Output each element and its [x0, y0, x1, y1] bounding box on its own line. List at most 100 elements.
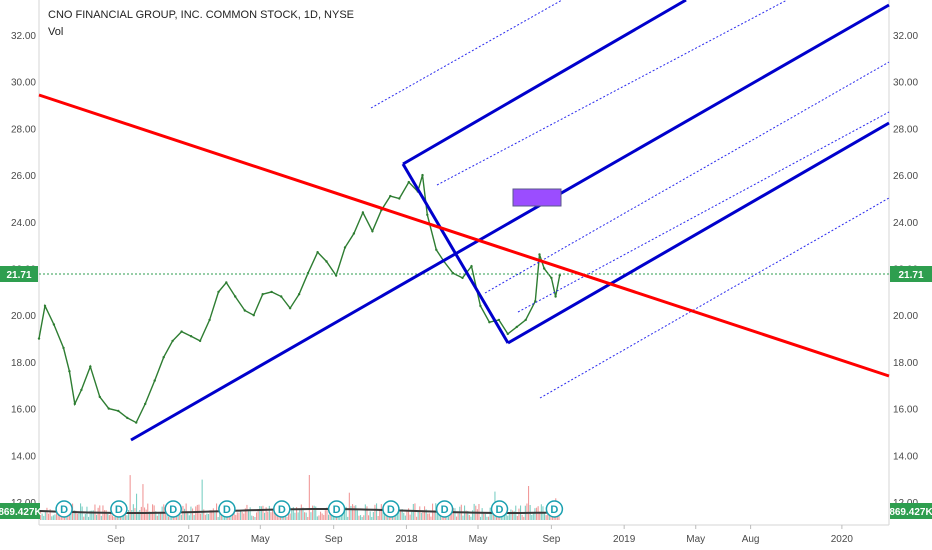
trend-line[interactable] — [38, 93, 890, 378]
volume-bar — [304, 512, 306, 520]
volume-bar — [417, 510, 419, 520]
dividend-marker[interactable] — [435, 500, 454, 518]
dividend-marker[interactable] — [218, 500, 236, 518]
volume-bar — [243, 513, 245, 520]
volume-bar — [364, 504, 366, 520]
volume-bar — [404, 515, 406, 520]
volume-bar — [376, 503, 378, 520]
volume-bar — [313, 505, 315, 520]
price-point — [80, 388, 83, 392]
volume-bar — [267, 511, 269, 520]
volume-bar — [497, 516, 499, 520]
price-point — [288, 307, 292, 310]
dividend-marker[interactable] — [110, 500, 128, 518]
pitchfork-median-line[interactable] — [130, 3, 890, 442]
volume-bar — [420, 512, 422, 520]
y-tick-label: 30.00 — [11, 78, 36, 89]
volume-bar — [401, 509, 403, 520]
highlight-rectangle[interactable] — [512, 188, 562, 207]
y-tick-label: 24.00 — [11, 218, 36, 229]
volume-bar — [361, 517, 363, 520]
volume-bar — [416, 516, 418, 520]
volume-bar — [88, 516, 90, 520]
volume-bar — [507, 515, 509, 520]
volume-bar — [289, 513, 291, 520]
dividend-marker[interactable] — [327, 500, 346, 518]
volume-bar — [291, 510, 293, 520]
volume-bar — [344, 506, 346, 520]
volume-bar — [449, 513, 451, 520]
volume-bar — [294, 512, 296, 520]
volume-bar — [246, 504, 248, 520]
volume-bar — [92, 510, 94, 520]
volume-bar — [480, 516, 482, 520]
volume-bar — [483, 513, 485, 520]
volume-bar — [292, 507, 294, 520]
pitchfork-upper-line[interactable] — [402, 0, 687, 166]
volume-bar — [236, 512, 238, 520]
price-point — [162, 356, 165, 359]
pitchfork-guide-line — [539, 197, 890, 399]
volume-bar — [164, 513, 166, 520]
price-point — [107, 407, 111, 410]
pitchfork-handle-line[interactable] — [401, 163, 510, 344]
volume-bar — [46, 507, 48, 520]
volume-bar — [110, 508, 112, 520]
volume-bar — [257, 510, 259, 520]
volume-bar — [547, 510, 549, 520]
x-axis: Sep 2017 May Sep 2018 May Sep 2019 May Aug 2020 — [107, 525, 853, 545]
dividend-marker[interactable] — [164, 500, 182, 518]
dividend-marker[interactable] — [55, 500, 73, 518]
price-point — [470, 265, 473, 268]
volume-bar — [184, 508, 186, 520]
volume-bar — [545, 515, 547, 520]
price-point — [117, 409, 120, 413]
price-point — [297, 293, 301, 296]
price-point — [461, 276, 464, 280]
volume-bar — [233, 512, 235, 520]
y-tick-label: 16.00 — [893, 405, 918, 416]
volume-bar — [363, 515, 365, 520]
pitchfork-guide-line — [484, 61, 890, 294]
volume-bar — [204, 514, 206, 520]
volume-bar — [312, 505, 314, 520]
price-point — [234, 295, 237, 298]
volume-bar — [137, 511, 139, 520]
volume-bar — [180, 514, 182, 520]
volume-bar — [97, 507, 99, 520]
volume-bar — [56, 507, 58, 520]
dividend-marker[interactable] — [382, 500, 400, 518]
price-point — [270, 290, 273, 294]
last-volume-text: 869.427K — [889, 507, 932, 518]
volume-bar — [192, 508, 194, 520]
volume-bar — [326, 507, 328, 520]
volume-bar — [108, 515, 110, 520]
volume-bar — [360, 515, 362, 520]
volume-bar — [350, 506, 352, 520]
dividend-marker[interactable] — [545, 500, 564, 518]
volume-bar — [368, 515, 370, 520]
volume-bar — [155, 511, 157, 520]
volume-bar — [131, 510, 133, 520]
volume-bar — [320, 511, 322, 520]
y-tick-label: 20.00 — [11, 311, 36, 322]
price-point — [515, 325, 518, 329]
dividend-marker[interactable] — [273, 500, 291, 518]
price-point — [316, 251, 319, 254]
dividend-marker-label: D — [60, 504, 68, 516]
volume-bar — [366, 506, 368, 520]
volume-bar — [272, 510, 274, 520]
volume-bar — [516, 516, 518, 520]
y-tick-label: 26.00 — [893, 171, 918, 182]
volume-bar — [241, 512, 243, 520]
x-tick-label: Sep — [107, 534, 125, 545]
volume-bar — [454, 508, 456, 520]
volume-bar — [353, 505, 355, 520]
pitchfork-lower-line[interactable] — [507, 121, 890, 345]
volume-bar — [531, 515, 533, 520]
volume-bar — [324, 510, 326, 520]
dividend-marker[interactable] — [490, 500, 509, 518]
pitchfork-drawing[interactable] — [130, 0, 890, 442]
price-point — [153, 379, 156, 382]
